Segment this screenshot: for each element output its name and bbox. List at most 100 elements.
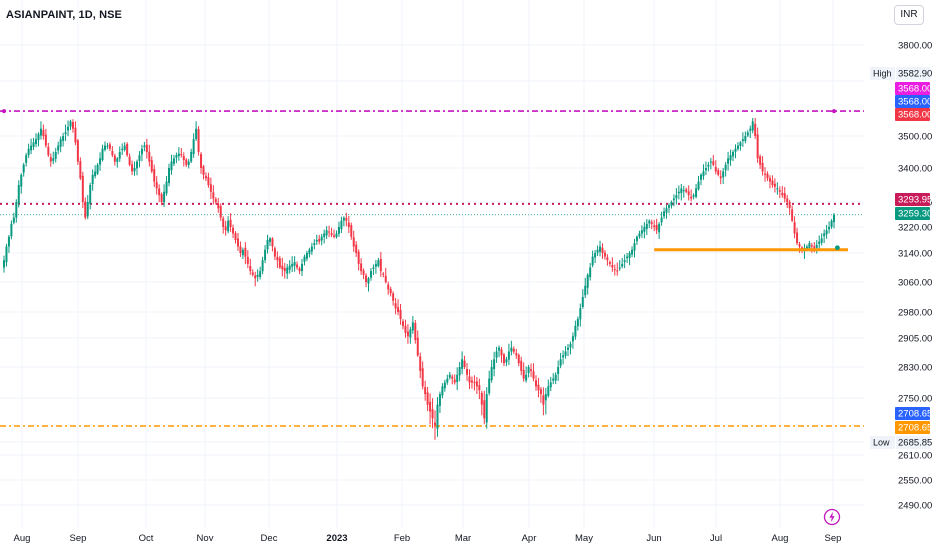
candle-body	[581, 297, 584, 308]
currency-button[interactable]: INR	[894, 5, 924, 25]
candle-body	[281, 265, 284, 270]
time-tick-label: Sep	[70, 533, 87, 544]
candle-body	[49, 157, 52, 162]
candle-body	[756, 134, 759, 159]
candle-body	[384, 275, 387, 282]
candle-body	[251, 272, 254, 275]
price-tick-label: 3220.00	[898, 223, 932, 234]
candle-body	[823, 233, 826, 237]
candle-body	[133, 168, 136, 172]
candle-body	[704, 168, 707, 171]
price-tag-value: 3568.00	[898, 84, 932, 95]
candle-body	[722, 171, 725, 178]
candle-body	[268, 238, 271, 242]
candle-body	[131, 164, 134, 172]
candle-body	[192, 139, 195, 154]
candle-body	[820, 238, 823, 243]
time-axis[interactable]: Aug Sep Oct Nov Dec 2023 Feb Mar Apr May Jun Jul Aug…	[14, 533, 842, 544]
candle-body	[783, 193, 786, 199]
candle-body	[517, 354, 520, 364]
candle-body	[697, 181, 700, 190]
time-tick-label: Jul	[710, 533, 722, 544]
candle-body	[241, 249, 244, 256]
candle-body	[798, 244, 801, 247]
price-tick-label: 2610.00	[898, 451, 932, 462]
candle-body	[571, 336, 574, 342]
candle-body	[569, 343, 572, 348]
candle-body	[315, 240, 318, 242]
candle-body	[717, 170, 720, 175]
candle-body	[451, 376, 454, 379]
candle-body	[333, 235, 336, 237]
support-segment[interactable]	[654, 245, 848, 252]
candle-body	[286, 267, 289, 274]
candle-body	[502, 354, 505, 364]
candle-body	[805, 246, 808, 250]
candle-body	[39, 128, 42, 136]
candle-body	[759, 156, 762, 165]
price-tick-label: 3140.00	[898, 249, 932, 260]
price-tag-bg	[895, 82, 930, 95]
symbol-title[interactable]: ASIANPAINT, 1D, NSE	[6, 9, 122, 21]
candle-body	[86, 202, 89, 217]
time-tick-label: Dec	[261, 533, 278, 544]
candle-body	[195, 128, 198, 139]
candle-body	[655, 225, 658, 231]
candle-body	[567, 347, 570, 350]
price-tick-label: 2550.00	[898, 476, 932, 487]
candle-body	[308, 249, 311, 254]
candle-body	[367, 278, 370, 284]
candle-body	[362, 270, 365, 275]
candle-body	[320, 236, 323, 241]
time-tick-label: Nov	[197, 533, 214, 544]
candle-body	[463, 360, 466, 367]
candle-body	[392, 293, 395, 301]
candle-body	[345, 217, 348, 221]
candle-body	[278, 258, 281, 268]
candle-body	[658, 223, 661, 233]
time-tick-label: Oct	[139, 533, 154, 544]
candle-body	[796, 232, 799, 244]
candle-body	[337, 227, 340, 234]
candle-body	[126, 143, 129, 156]
candle-body	[443, 382, 446, 389]
candle-body	[357, 251, 360, 264]
candle-body	[591, 256, 594, 266]
candle-body	[512, 348, 515, 352]
candle-body	[653, 225, 656, 227]
candle-body	[256, 274, 259, 277]
price-tag-bg	[895, 421, 930, 434]
candle-body	[719, 176, 722, 179]
candle-body	[746, 132, 749, 136]
candle-body	[692, 195, 695, 197]
candle-body	[665, 208, 668, 213]
candle-body	[554, 374, 557, 381]
candle-body	[557, 367, 560, 374]
candle-body	[244, 247, 247, 257]
candle-body	[709, 161, 712, 163]
candle-body	[495, 351, 498, 358]
candle-body	[185, 159, 188, 165]
candle-body	[229, 219, 232, 227]
candle-body	[663, 211, 666, 217]
price-tick-label: 2750.00	[898, 394, 932, 405]
candle-body	[355, 244, 358, 253]
candle-body	[621, 263, 624, 267]
candle-body	[608, 262, 611, 264]
candle-body	[103, 145, 106, 150]
candle-body	[44, 134, 47, 146]
candle-body	[266, 240, 269, 250]
price-tag-bg	[895, 193, 930, 206]
price-tag-value: 3568.00	[898, 97, 932, 108]
candle-body	[404, 325, 407, 333]
candle-body	[456, 374, 459, 382]
candle-body	[54, 152, 57, 159]
lightning-bolt-icon[interactable]	[823, 508, 841, 526]
candle-body	[145, 144, 148, 152]
candle-body	[438, 394, 441, 406]
candle-body	[687, 191, 690, 196]
candle-body	[116, 158, 119, 162]
chart-grid	[0, 0, 864, 528]
candle-body	[140, 148, 143, 155]
